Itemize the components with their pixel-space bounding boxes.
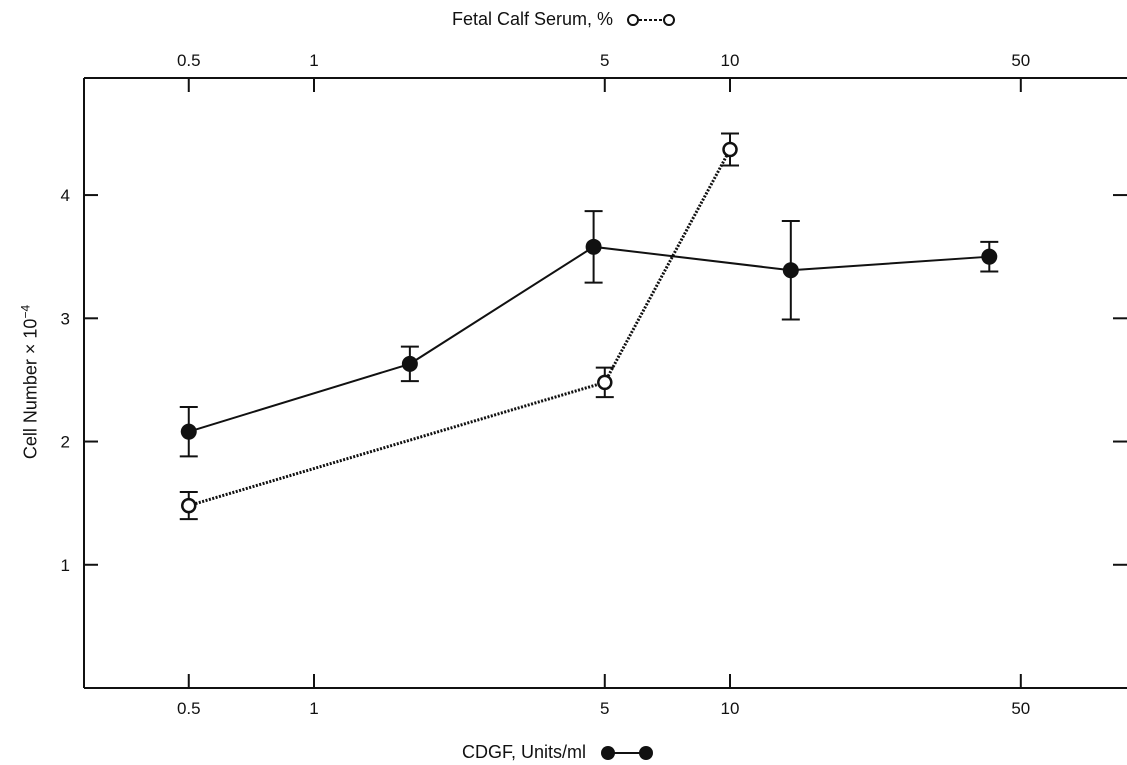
- cdgf-data-point: [180, 423, 197, 440]
- cdgf-data-point: [981, 248, 998, 265]
- cdgf-series: [179, 210, 999, 458]
- y-axis-tick-label: 2: [61, 433, 70, 452]
- bottom-axis-tick-label: 50: [1011, 699, 1030, 718]
- cdgf-series-line: [188, 245, 990, 433]
- top-axis-tick-label: 1: [309, 51, 318, 70]
- bottom-axis-tick-label: 1: [309, 699, 318, 718]
- fcs-series: [179, 132, 740, 521]
- cdgf-data-point: [585, 238, 602, 255]
- y-axis-tick-label: 4: [61, 186, 70, 205]
- top-axis-title-text: Fetal Calf Serum, %: [452, 9, 614, 29]
- fcs-data-point: [597, 374, 613, 391]
- fcs-legend-glyph: [627, 14, 676, 27]
- top-axis-ticks: 0.5 1 5 10 50: [177, 51, 1030, 92]
- bottom-axis-tick-label: 5: [600, 699, 609, 718]
- y-axis-title-exponent: −4: [18, 304, 33, 319]
- top-axis-tick-label: 50: [1011, 51, 1030, 70]
- top-axis-tick-label: 5: [600, 51, 609, 70]
- bottom-axis-title: CDGF, Units/ml: [462, 742, 655, 763]
- cdgf-data-point: [401, 355, 418, 372]
- y-axis-ticks: 1 2 3 4: [61, 186, 1127, 575]
- top-axis-tick-label: 0.5: [177, 51, 201, 70]
- bottom-axis-ticks: 0.5 1 5 10 50: [177, 674, 1030, 718]
- y-axis-tick-label: 1: [61, 556, 70, 575]
- bottom-axis-tick-label: 10: [721, 699, 740, 718]
- y-axis-title: Cell Number × 10−4: [19, 305, 42, 459]
- top-axis-title: Fetal Calf Serum, %: [452, 9, 676, 30]
- bottom-axis-tick-label: 0.5: [177, 699, 201, 718]
- series-layer: [179, 132, 999, 521]
- fcs-data-point: [722, 141, 738, 158]
- fcs-series-line: [188, 148, 732, 508]
- y-axis-title-text: Cell Number × 10: [20, 318, 41, 460]
- bottom-axis-title-text: CDGF, Units/ml: [462, 742, 587, 762]
- y-axis-tick-label: 3: [61, 309, 70, 328]
- fcs-data-point: [181, 497, 197, 514]
- cdgf-legend-glyph: [601, 746, 654, 761]
- cdgf-data-point: [782, 262, 799, 279]
- top-axis-tick-label: 10: [721, 51, 740, 70]
